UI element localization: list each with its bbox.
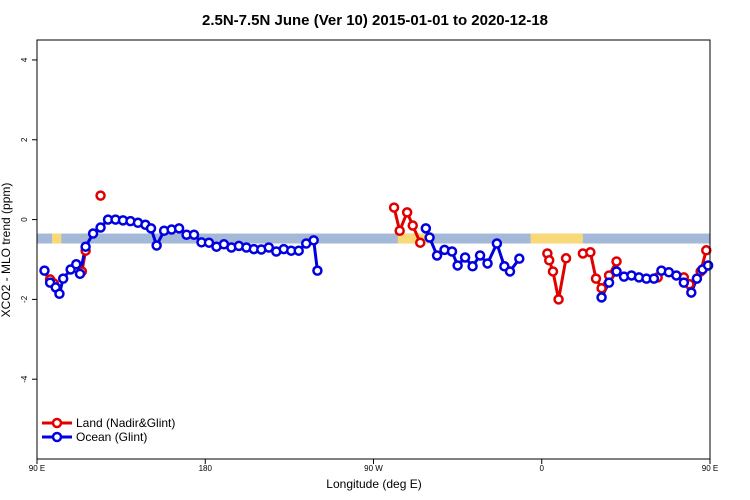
x-tick-label: 0 — [540, 464, 545, 473]
ocean-data-point — [431, 250, 443, 261]
ocean-data-point — [87, 228, 99, 239]
ocean-data-point — [151, 240, 162, 251]
land-data-point — [553, 294, 564, 305]
ocean-data-point — [95, 222, 106, 233]
ocean-data-point — [446, 246, 458, 257]
ocean-data-point — [504, 266, 516, 277]
ocean-data-point — [145, 223, 157, 234]
x-tick-label: 90 E — [702, 464, 718, 473]
ocean-data-point — [474, 250, 486, 261]
ocean-data-point — [671, 270, 682, 281]
land-data-point — [95, 190, 106, 201]
ocean-data-point — [482, 258, 493, 269]
ocean-data-point — [263, 242, 275, 253]
x-tick-label: 90 E — [29, 464, 45, 473]
legend: Land (Nadir&Glint) Ocean (Glint) — [42, 416, 175, 444]
ocean-data-point — [603, 277, 615, 288]
ocean-data-point — [188, 229, 200, 240]
ocean-data-point — [74, 268, 86, 280]
ocean-data-point — [648, 273, 660, 284]
land-data-point — [596, 282, 607, 294]
legend-label-land: Land (Nadir&Glint) — [76, 416, 175, 430]
ocean-data-point — [293, 245, 304, 256]
land-data-point — [611, 256, 622, 267]
ocean-data-point — [173, 223, 185, 234]
ocean-data-point — [420, 223, 432, 234]
ocean-data-point — [80, 241, 91, 252]
y-tick-label: 4 — [20, 57, 29, 62]
ocean-data-point — [312, 265, 323, 276]
ocean-data-point — [691, 273, 703, 284]
land-band-segment — [51, 233, 62, 244]
ocean-data-point — [459, 252, 471, 263]
land-band-segment — [530, 233, 583, 244]
y-tick-label: 0 — [20, 217, 29, 222]
ocean-data-point — [452, 260, 463, 271]
ocean-data-point — [514, 253, 525, 264]
y-axis-label: XCO2 - MLO trend (ppm) — [0, 183, 13, 318]
plot-frame — [36, 39, 711, 460]
land-data-point — [547, 266, 559, 277]
land-data-point — [585, 247, 596, 258]
ocean-data-point — [54, 288, 65, 300]
ocean-data-point — [39, 265, 50, 276]
series-points — [39, 190, 714, 305]
land-data-point — [401, 207, 413, 218]
legend-label-ocean: Ocean (Glint) — [76, 430, 147, 444]
ocean-data-point — [203, 237, 215, 248]
land-data-point — [701, 245, 712, 256]
ocean-data-point — [678, 277, 690, 288]
chart-title: 2.5N-7.5N June (Ver 10) 2015-01-01 to 20… — [202, 12, 548, 29]
land-band-segment — [397, 233, 430, 244]
ocean-data-point — [424, 232, 435, 243]
ocean-data-point — [71, 259, 82, 270]
ocean-data-point — [57, 273, 69, 284]
ocean-data-point — [686, 287, 697, 298]
land-ocean-band — [37, 233, 710, 244]
ocean-data-point — [467, 261, 478, 272]
land-data-point — [543, 255, 555, 266]
ocean-data-point — [611, 266, 622, 277]
land-data-point — [388, 202, 400, 213]
ocean-data-point — [596, 292, 607, 303]
y-tick-label: -4 — [20, 375, 29, 383]
ocean-data-point — [702, 260, 714, 271]
x-tick-label: 90 W — [364, 464, 383, 473]
ocean-data-point — [308, 235, 319, 246]
ocean-data-point — [491, 238, 503, 249]
legend-marker-land — [51, 417, 63, 429]
land-data-point — [394, 225, 405, 236]
land-data-point — [590, 273, 602, 284]
land-data-point — [414, 237, 426, 248]
y-tick-label: -2 — [20, 295, 29, 303]
y-axis: 4 2 0 -2 -4 — [20, 57, 37, 383]
ocean-band — [37, 233, 710, 244]
x-axis-label: Longitude (deg E) — [326, 477, 421, 491]
x-axis: 90 E 180 90 W 0 90 E — [29, 459, 718, 473]
land-data-point — [560, 253, 572, 264]
land-data-point — [407, 220, 419, 231]
x-tick-label: 180 — [199, 464, 213, 473]
y-tick-label: 2 — [20, 137, 29, 142]
legend-marker-ocean — [51, 431, 63, 443]
